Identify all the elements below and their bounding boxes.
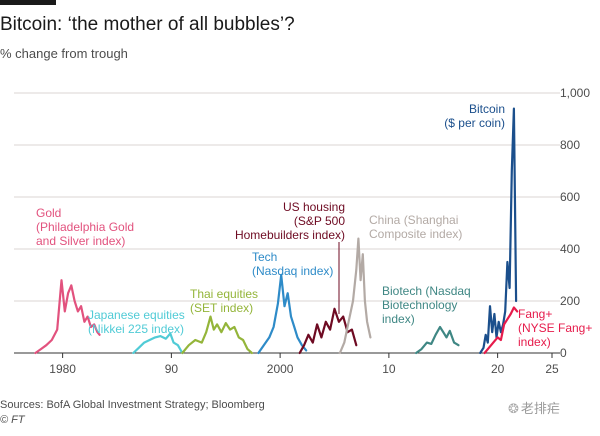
series-label-line: Composite index) bbox=[369, 227, 462, 241]
series-label-line: ($ per coin) bbox=[444, 116, 505, 130]
series-line-thai-equities bbox=[181, 315, 253, 355]
y-tick-label: 600 bbox=[560, 190, 580, 204]
series-label-bitcoin: Bitcoin ($ per coin) bbox=[444, 102, 505, 130]
series-label-fang-: Fang+ (NYSE Fang+ index) bbox=[518, 307, 592, 349]
series-line-china bbox=[338, 237, 372, 355]
x-tick-label: 2000 bbox=[267, 362, 294, 376]
top-accent-bar bbox=[0, 0, 56, 5]
y-tick-label: 400 bbox=[560, 242, 580, 256]
wechat-icon: ❂ bbox=[508, 401, 519, 416]
series-label-line: Fang+ bbox=[518, 307, 552, 321]
series-label-biotech: Biotech (Nasdaq Biotechnology index) bbox=[382, 284, 471, 326]
y-tick-label: 800 bbox=[560, 138, 580, 152]
series-line-bitcoin bbox=[479, 107, 518, 355]
series-label-us-housing: US housing (S&P 500 Homebuilders index) bbox=[235, 200, 345, 242]
series-label-line: Biotechnology bbox=[382, 298, 457, 312]
source-note: Sources: BofA Global Investment Strategy… bbox=[0, 399, 265, 411]
series-label-line: Japanese equities bbox=[88, 308, 185, 322]
series-label-line: Homebuilders index) bbox=[235, 228, 345, 242]
watermark-text: 老排疟 bbox=[520, 401, 560, 416]
series-label-line: (NYSE Fang+ bbox=[518, 321, 592, 335]
x-tick-label: 1980 bbox=[49, 362, 76, 376]
series-label-line: (SET index) bbox=[190, 301, 253, 315]
x-tick-label: 20 bbox=[491, 362, 505, 376]
y-tick-label: 0 bbox=[560, 346, 567, 360]
series-label-line: US housing bbox=[283, 200, 345, 214]
series-label-tech: Tech (Nasdaq index) bbox=[252, 250, 333, 278]
series-line-tech bbox=[257, 273, 308, 355]
series-label-line: Bitcoin bbox=[469, 102, 505, 116]
series-label-line: and Silver index) bbox=[36, 234, 125, 248]
series-label-japanese-equities: Japanese equities (Nikkei 225 index) bbox=[88, 308, 185, 336]
series-label-line: Tech bbox=[252, 250, 277, 264]
series-label-line: index) bbox=[382, 312, 415, 326]
chart-plot: 0 200 400 600 800 1,000 1980 90 2000 10 20 25 Gold (P… bbox=[14, 86, 592, 376]
series-label-line: (S&P 500 bbox=[294, 214, 345, 228]
series-label-line: Gold bbox=[36, 206, 61, 220]
series-label-line: Biotech (Nasdaq bbox=[382, 284, 471, 298]
series-label-line: index) bbox=[518, 335, 551, 349]
series-label-line: (Philadelphia Gold bbox=[36, 220, 134, 234]
chart-title: Bitcoin: ‘the mother of all bubbles’? bbox=[0, 14, 295, 35]
credit-note: © FT bbox=[0, 414, 25, 426]
watermark: ❂ 老排疟 bbox=[508, 398, 560, 417]
series-line-gold bbox=[34, 279, 101, 355]
series-label-thai-equities: Thai equities (SET index) bbox=[190, 287, 258, 315]
series-line-biotech bbox=[415, 325, 460, 355]
series-label-line: (Nikkei 225 index) bbox=[88, 322, 184, 336]
series-label-gold: Gold (Philadelphia Gold and Silver index) bbox=[36, 206, 134, 248]
series-line-fang- bbox=[483, 306, 519, 355]
y-tick-label: 1,000 bbox=[560, 86, 590, 100]
x-tick-label: 90 bbox=[165, 362, 179, 376]
series-label-line: (Nasdaq index) bbox=[252, 264, 333, 278]
x-tick-label: 10 bbox=[382, 362, 396, 376]
series-label-line: Thai equities bbox=[190, 287, 258, 301]
x-tick-label: 25 bbox=[545, 362, 559, 376]
y-tick-label: 200 bbox=[560, 294, 580, 308]
series-line-japanese-equities bbox=[132, 332, 184, 355]
series-label-line: China (Shanghai bbox=[369, 213, 458, 227]
chart-subtitle: % change from trough bbox=[0, 46, 128, 61]
series-label-china: China (Shanghai Composite index) bbox=[369, 213, 462, 241]
